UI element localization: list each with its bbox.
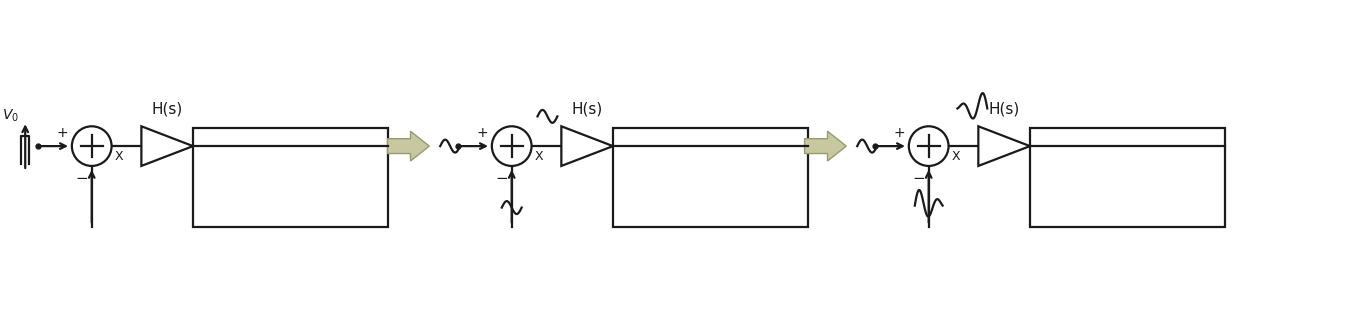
- Text: $V_0$: $V_0$: [1, 108, 19, 124]
- Bar: [193, 128, 387, 227]
- Text: +: +: [476, 126, 488, 140]
- Text: +: +: [893, 126, 905, 140]
- Circle shape: [72, 126, 111, 166]
- Polygon shape: [805, 131, 847, 161]
- Polygon shape: [561, 126, 613, 166]
- Polygon shape: [978, 126, 1030, 166]
- Text: −: −: [912, 171, 924, 186]
- Text: X: X: [114, 150, 124, 163]
- Polygon shape: [141, 126, 193, 166]
- Text: X: X: [534, 150, 544, 163]
- Circle shape: [492, 126, 531, 166]
- Bar: [1030, 128, 1224, 227]
- Circle shape: [909, 126, 949, 166]
- Polygon shape: [387, 131, 429, 161]
- Text: H(s): H(s): [572, 101, 603, 116]
- Text: H(s): H(s): [152, 101, 183, 116]
- Text: H(s): H(s): [988, 101, 1019, 116]
- Text: −: −: [495, 171, 508, 186]
- Text: +: +: [56, 126, 68, 140]
- Text: −: −: [75, 171, 88, 186]
- Text: X: X: [951, 150, 961, 163]
- Bar: [613, 128, 807, 227]
